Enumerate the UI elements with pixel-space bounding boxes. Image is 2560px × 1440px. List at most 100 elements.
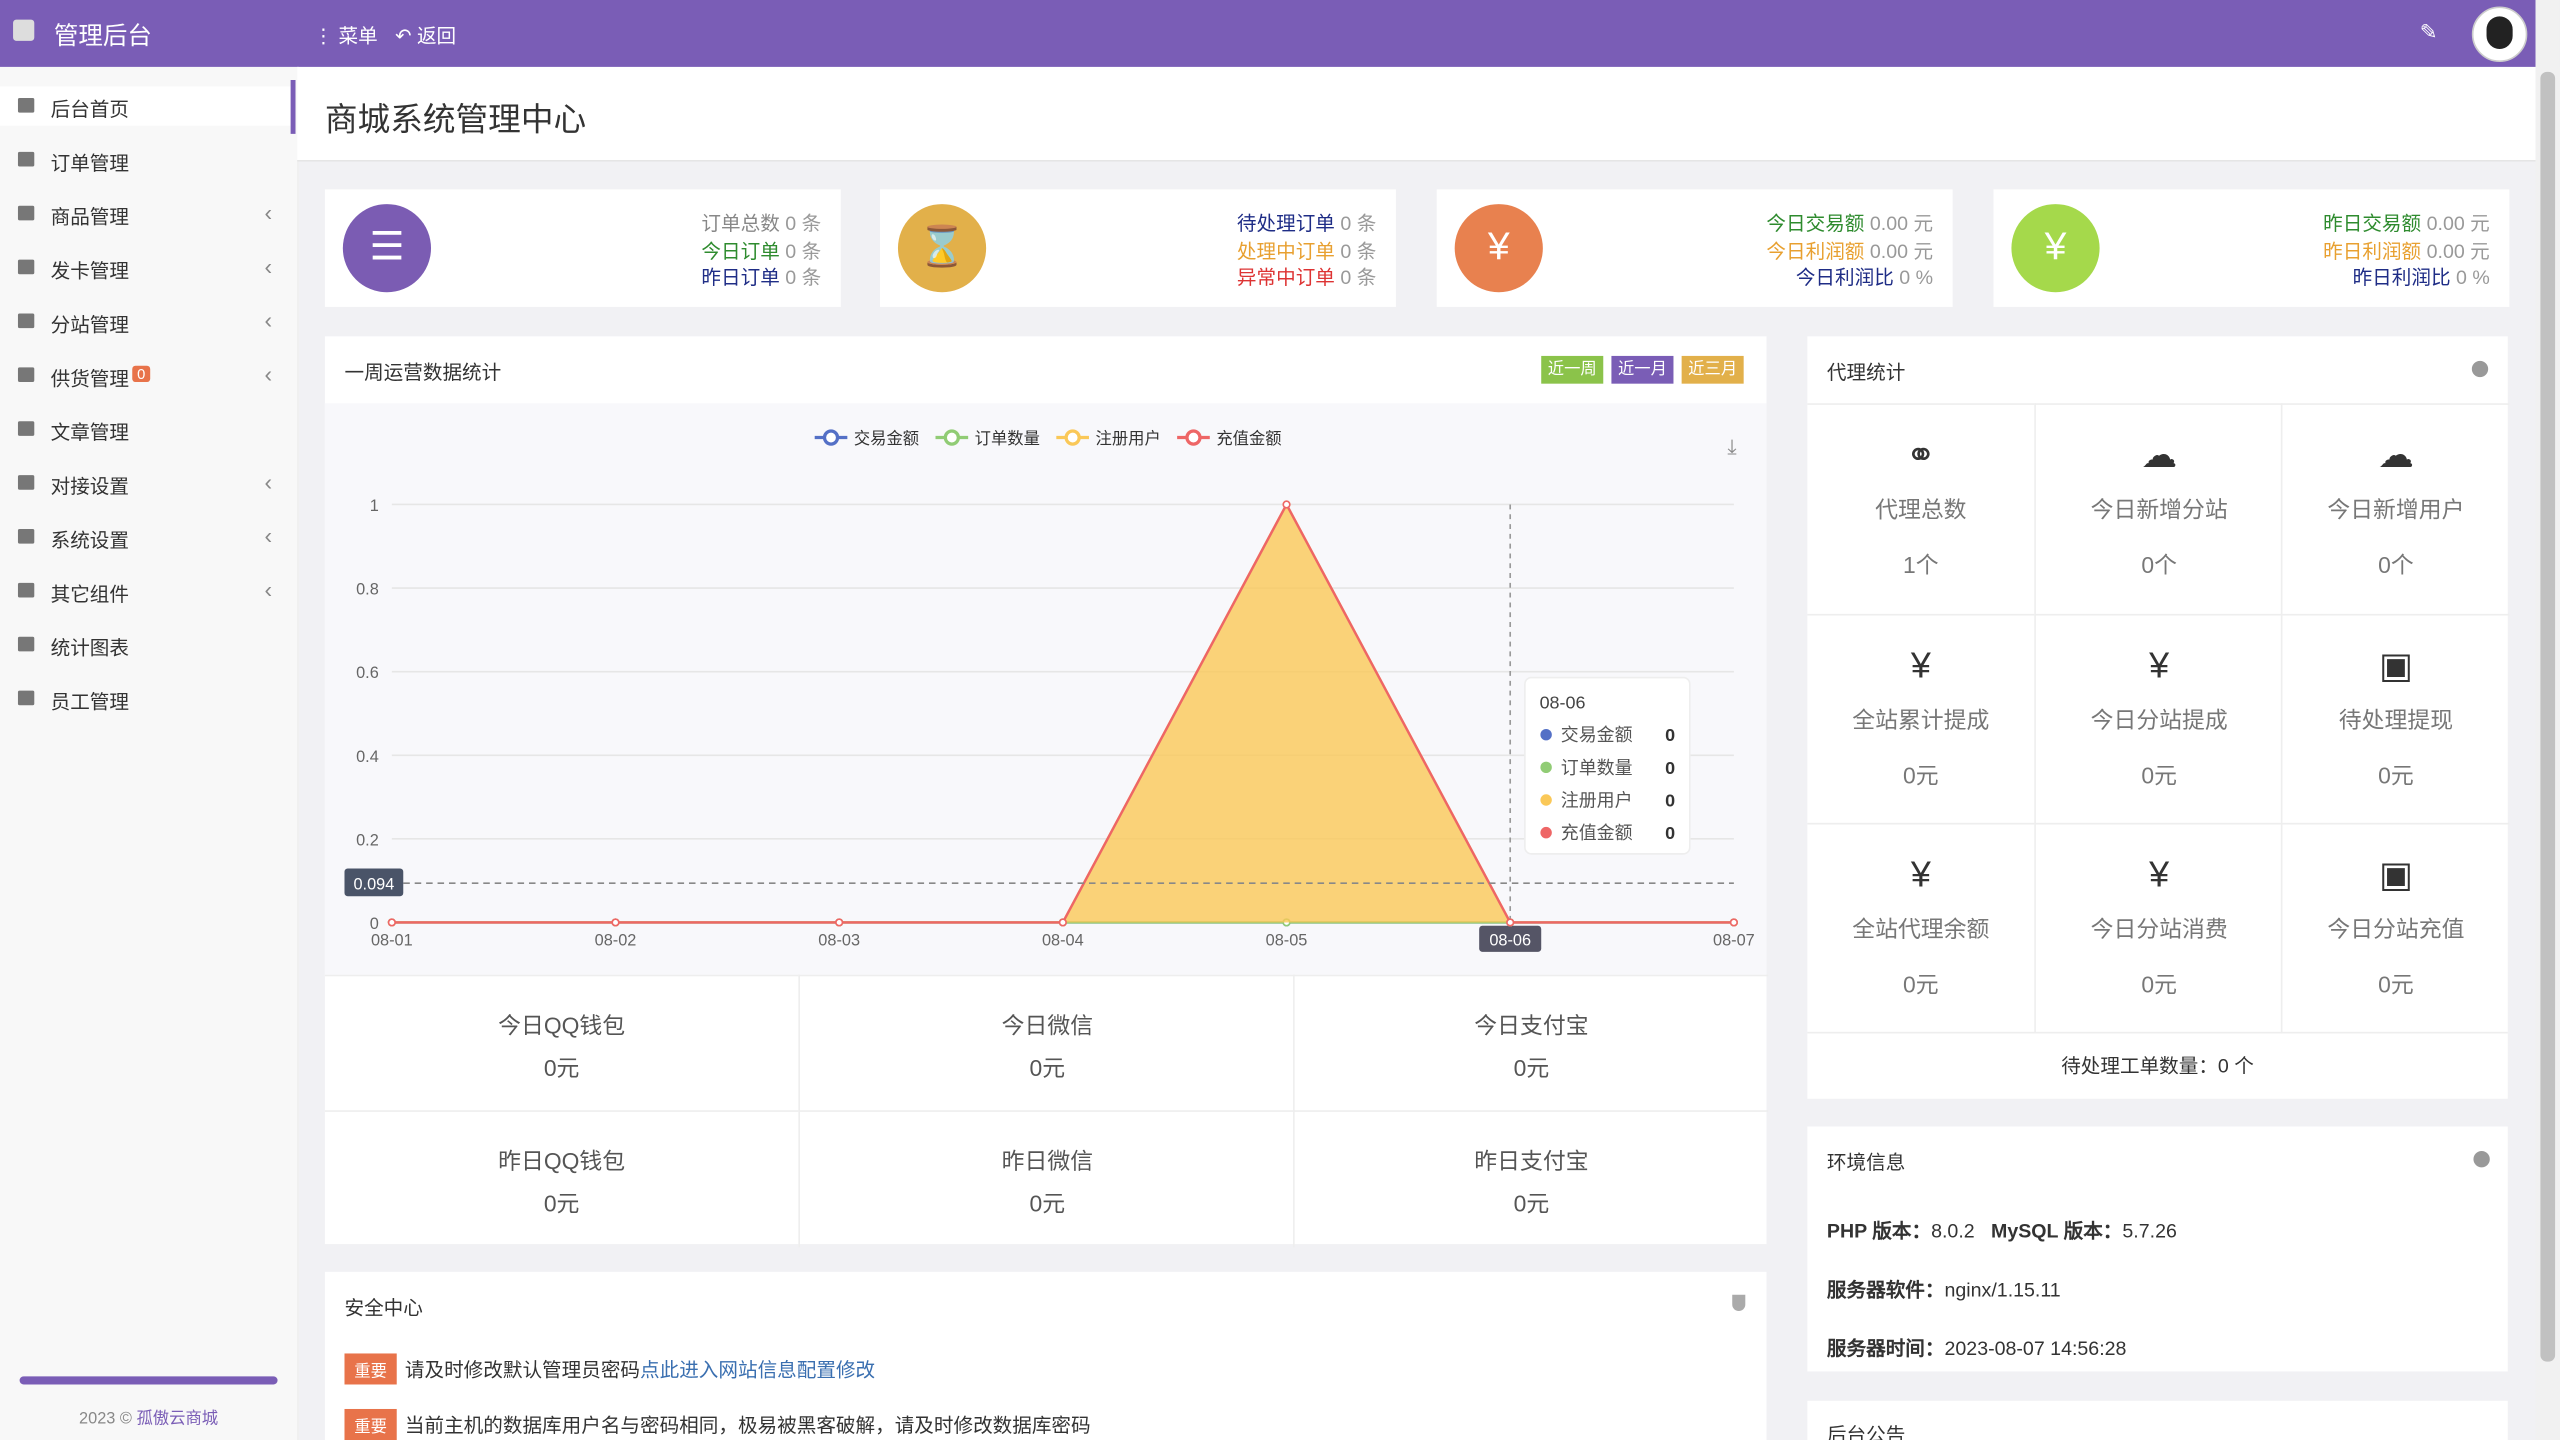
- nav-item[interactable]: 统计图表: [0, 625, 292, 664]
- agent-cell: ▣ 待处理提现 0元: [2280, 613, 2510, 824]
- payment-value: 0元: [1513, 1190, 1550, 1217]
- menu-button[interactable]: ⋮ 菜单: [313, 24, 378, 48]
- stat-value: 0.00 元: [1869, 239, 1934, 263]
- stat-icon: ☰: [342, 204, 432, 293]
- nav-icon: [17, 313, 35, 329]
- nav-item[interactable]: 商品管理 ‹: [0, 194, 292, 233]
- nav-icon: [17, 259, 35, 275]
- agent-cell: ⚭ 代理总数 1个: [1807, 403, 2035, 614]
- nav-label: 商品管理: [50, 205, 130, 229]
- stat-card: ¥ 昨日交易额 0.00 元昨日利润额 0.00 元昨日利润比 0 %: [1993, 189, 2510, 307]
- tooltip-dot: [1540, 761, 1552, 774]
- weekly-card: 一周运营数据统计 近一周 近一月 近三月 今日QQ钱包 0元 今日微信 0元 今日支付宝 0元 昨日…: [324, 336, 1769, 1248]
- legend-label: 充值金额: [1216, 430, 1281, 448]
- stat-label: 昨日利润额: [2323, 239, 2422, 263]
- agent-label: 待处理提现: [2338, 706, 2454, 733]
- stat-card: ☰ 订单总数 0 条今日订单 0 条昨日订单 0 条: [324, 189, 841, 307]
- nav-icon: [17, 367, 35, 383]
- tooltip-box: [1524, 676, 1691, 855]
- nav-chevron: ‹: [264, 253, 273, 280]
- agent-label: 今日分站消费: [2090, 915, 2228, 943]
- env-value: 2023-08-07 14:56:28: [1944, 1337, 2127, 1360]
- nav-item[interactable]: 其它组件 ‹: [0, 571, 292, 610]
- nav-item[interactable]: 后台首页: [0, 86, 293, 126]
- agent-icon: ▣: [2378, 644, 2413, 685]
- stat-icon: ⌛: [897, 204, 987, 293]
- agent-icon: ¥: [1910, 853, 1931, 895]
- mark-label-bg: [344, 868, 404, 897]
- point: [1282, 500, 1291, 509]
- security-link[interactable]: 点此进入网站信息配置修改: [640, 1358, 876, 1382]
- nav-item[interactable]: 分站管理 ‹: [0, 302, 292, 341]
- nav-icon: [17, 636, 35, 652]
- env-key: 服务器软件：: [1826, 1278, 1945, 1302]
- settings-icon[interactable]: ✎: [2419, 19, 2438, 45]
- agent-label: 全站代理余额: [1852, 915, 1990, 943]
- nav-label: 供货管理: [50, 367, 130, 391]
- y-tick-label: 0.2: [356, 831, 379, 849]
- payment-value: 0元: [1029, 1054, 1066, 1081]
- brand[interactable]: 管理后台: [53, 22, 152, 51]
- legend-marker: [1185, 429, 1202, 446]
- tooltip-dot: [1540, 794, 1552, 806]
- nav-label: 后台首页: [50, 97, 130, 121]
- nav-item[interactable]: 发卡管理 ‹: [0, 248, 292, 287]
- security-item: 重要 当前主机的数据库用户名与密码相同，极易被黑客破解，请及时修改数据库密码: [344, 1408, 1091, 1440]
- stat-row: 异常中订单 0 条: [1237, 263, 1376, 291]
- avatar[interactable]: [2471, 6, 2528, 63]
- nav-chevron: ‹: [264, 306, 273, 334]
- footer-year: 2023 ©: [79, 1410, 132, 1429]
- agent-label: 全站累计提成: [1852, 706, 1990, 733]
- nav-item[interactable]: 系统设置 ‹: [0, 518, 292, 557]
- scrollbar[interactable]: [2535, 0, 2560, 1440]
- point: [1058, 918, 1067, 927]
- scroll-thumb[interactable]: [2540, 71, 2556, 1362]
- nav-label: 员工管理: [50, 690, 130, 714]
- payment-cell: 昨日QQ钱包 0元: [324, 1110, 799, 1247]
- payment-label: 昨日微信: [1001, 1147, 1094, 1174]
- agent-icon: ☁: [2141, 434, 2178, 476]
- nav-item[interactable]: 供货管理 ‹: [0, 356, 292, 395]
- tooltip-dot: [1540, 826, 1552, 839]
- range-button[interactable]: 近一周: [1541, 355, 1604, 384]
- stat-label: 今日利润额: [1766, 239, 1865, 263]
- agent-label: 今日新增分站: [2090, 496, 2228, 523]
- stat-value: 0 条: [1340, 266, 1377, 289]
- nav-item[interactable]: 订单管理: [0, 140, 292, 179]
- footer-link[interactable]: 孤傲云商城: [136, 1410, 219, 1429]
- nav-item[interactable]: 员工管理: [0, 679, 292, 718]
- range-button[interactable]: 近一月: [1611, 355, 1674, 384]
- nav-item[interactable]: 文章管理: [0, 410, 292, 449]
- back-label: 返回: [416, 24, 457, 48]
- agent-value: 0元: [2378, 971, 2414, 998]
- stat-row: 昨日利润额 0.00 元: [2323, 236, 2490, 264]
- stat-label: 今日交易额: [1766, 212, 1865, 236]
- agent-label: 今日分站充值: [2327, 915, 2465, 943]
- status-dot: [2471, 360, 2489, 378]
- range-button[interactable]: 近三月: [1681, 355, 1744, 384]
- agent-cell: ¥ 全站代理余额 0元: [1807, 822, 2035, 1034]
- stat-label: 今日利润比: [1795, 266, 1894, 289]
- payment-cell: 今日支付宝 0元: [1293, 974, 1769, 1112]
- nav-chevron: ‹: [264, 199, 273, 226]
- y-tick-label: 0.4: [356, 748, 379, 766]
- x-tick-label: 08-07: [1713, 931, 1755, 949]
- stat-row: 昨日交易额 0.00 元: [2323, 209, 2490, 237]
- stat-label: 昨日利润比: [2352, 266, 2451, 289]
- agent-value: 0元: [1903, 971, 1939, 998]
- menu-label: 菜单: [338, 24, 378, 48]
- stat-value: 0 %: [2456, 266, 2490, 289]
- card-title: 一周运营数据统计: [344, 360, 502, 384]
- download-icon: ⤓: [1727, 436, 1736, 459]
- tooltip-name: 充值金额: [1561, 823, 1633, 843]
- tooltip-name: 订单数量: [1561, 758, 1633, 778]
- security-text: 当前主机的数据库用户名与密码相同，极易被黑客破解，请及时修改数据库密码: [404, 1413, 1091, 1437]
- tooltip-value: 0: [1665, 791, 1675, 811]
- back-button[interactable]: ↶ 返回: [395, 24, 457, 48]
- nav-item[interactable]: 对接设置 ‹: [0, 464, 292, 503]
- tooltip-title: 08-06: [1540, 693, 1586, 713]
- stat-label: 今日订单: [701, 239, 780, 263]
- agent-value: 0个: [2378, 551, 2414, 578]
- payment-cell: 今日微信 0元: [798, 974, 1295, 1112]
